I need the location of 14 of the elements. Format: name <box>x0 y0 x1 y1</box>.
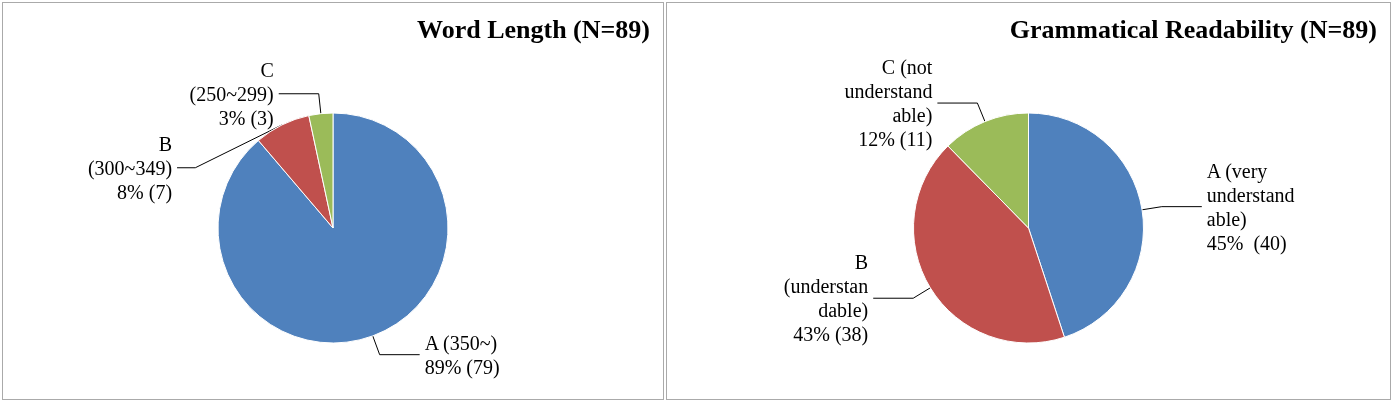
data-label: 8% (7) <box>117 180 173 204</box>
data-label: 45% (40) <box>1206 231 1287 255</box>
slice-label: B (300~349) <box>87 132 173 180</box>
chart-title: Grammatical Readability (N=89) <box>1009 14 1377 44</box>
data-label: 89% (79) <box>424 355 500 379</box>
slice-label: C (250~299) <box>189 58 274 106</box>
data-label: 3% (3) <box>218 106 274 130</box>
slice-label: A (very understand able) <box>1206 159 1295 231</box>
data-label: 43% (38) <box>793 323 869 347</box>
slice-label: A (350~) <box>424 331 498 355</box>
chart-title: Word Length (N=89) <box>417 14 650 44</box>
slice-label: C (not understand able) <box>844 56 933 128</box>
data-label: 12% (11) <box>858 128 933 152</box>
slice-label: B (understan dable) <box>783 251 869 323</box>
